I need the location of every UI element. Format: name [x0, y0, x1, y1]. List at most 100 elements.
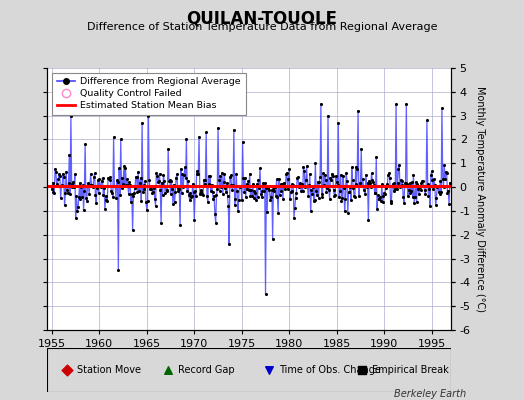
Point [206, 173, 214, 179]
Point [128, 227, 137, 233]
Point [315, 179, 323, 186]
Point [367, 184, 375, 190]
Point [299, 187, 307, 194]
Point [288, 188, 296, 194]
Point [86, 171, 95, 177]
Point [91, 170, 99, 176]
Point [118, 175, 126, 182]
Point [243, 186, 252, 192]
Point [331, 192, 340, 198]
Point [215, 188, 224, 194]
Point [178, 170, 187, 177]
Point [51, 166, 59, 172]
Point [213, 186, 222, 192]
Point [280, 183, 289, 189]
Point [248, 192, 256, 199]
Point [123, 176, 131, 182]
Point [275, 176, 283, 182]
Point [411, 194, 419, 201]
Point [150, 196, 159, 202]
Point [82, 198, 91, 204]
Point [50, 190, 59, 196]
Point [353, 166, 362, 172]
Point [251, 190, 259, 196]
Point [158, 191, 167, 198]
Point [429, 186, 438, 192]
Point [307, 186, 315, 193]
Point [134, 169, 143, 176]
Point [62, 168, 70, 175]
Point [229, 182, 237, 188]
Point [225, 241, 233, 248]
Point [100, 185, 108, 191]
Point [138, 120, 146, 126]
Point [194, 170, 202, 177]
Point [172, 174, 180, 181]
Point [323, 185, 331, 191]
Point [292, 190, 301, 196]
Point [242, 193, 250, 200]
Point [234, 208, 242, 214]
Point [358, 182, 366, 189]
Point [412, 178, 420, 185]
Point [303, 183, 312, 190]
Point [378, 181, 386, 187]
Point [310, 198, 318, 205]
Point [79, 206, 88, 213]
Point [155, 178, 163, 184]
Point [335, 194, 343, 200]
Point [57, 195, 65, 202]
Point [301, 183, 309, 190]
Point [271, 192, 280, 199]
Point [415, 191, 423, 197]
Point [282, 171, 290, 178]
Point [318, 193, 326, 200]
Point [340, 184, 348, 191]
Point [68, 183, 76, 190]
Point [217, 184, 225, 190]
Point [116, 192, 124, 198]
Point [263, 209, 271, 215]
Point [305, 171, 314, 178]
Point [258, 188, 267, 194]
Point [418, 178, 427, 184]
Point [262, 185, 270, 191]
Point [48, 186, 56, 192]
Point [296, 180, 304, 186]
Point [356, 182, 365, 189]
Point [441, 176, 449, 182]
Point [359, 186, 368, 193]
Point [437, 189, 445, 196]
Point [254, 194, 262, 200]
Point [316, 174, 324, 180]
Point [326, 174, 335, 181]
Point [108, 190, 116, 197]
Point [424, 192, 433, 199]
Point [52, 182, 61, 188]
Point [299, 164, 308, 170]
Point [378, 199, 387, 205]
Point [269, 186, 278, 192]
Point [319, 170, 328, 177]
Point [385, 170, 393, 177]
Point [57, 182, 66, 189]
Point [222, 188, 230, 195]
Point [443, 190, 452, 196]
Point [427, 172, 435, 178]
Point [300, 168, 309, 175]
Point [400, 199, 408, 206]
Point [403, 181, 411, 187]
Point [105, 176, 114, 183]
Point [277, 188, 286, 194]
Point [434, 188, 443, 195]
Point [337, 198, 346, 205]
Point [70, 183, 78, 190]
Point [93, 185, 101, 192]
Point [173, 185, 182, 192]
Point [333, 178, 341, 185]
Point [182, 136, 191, 143]
Point [241, 174, 249, 181]
Point [97, 183, 105, 190]
Point [345, 189, 354, 195]
Point [108, 194, 117, 200]
